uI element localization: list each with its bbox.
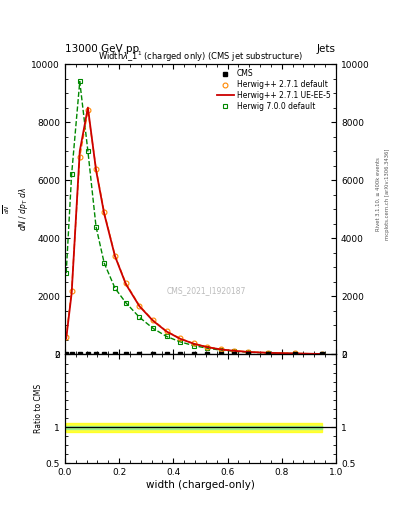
CMS [123,351,128,357]
Herwig++ 2.7.1 UE-EE-5 [69,290,74,296]
Title: Width$\lambda\_1^1$ (charged only) (CMS jet substructure): Width$\lambda\_1^1$ (charged only) (CMS … [98,50,303,64]
Herwig 7.0.0 default [232,348,237,354]
Herwig 7.0.0 default [191,343,196,349]
Herwig 7.0.0 default [151,325,155,331]
Herwig++ 2.7.1 UE-EE-5 [191,340,196,347]
Herwig++ 2.7.1 UE-EE-5 [123,281,128,287]
CMS [64,351,68,357]
Herwig++ 2.7.1 UE-EE-5 [102,210,107,217]
Herwig++ 2.7.1 default [151,317,155,323]
CMS [320,351,325,357]
Herwig 7.0.0 default [205,345,209,351]
Herwig++ 2.7.1 default [219,346,223,352]
Herwig++ 2.7.1 default [293,350,298,356]
Herwig 7.0.0 default [123,300,128,306]
CMS [151,351,155,357]
Herwig 7.0.0 default [164,333,169,339]
Herwig++ 2.7.1 UE-EE-5 [219,346,223,352]
Herwig++ 2.7.1 default [246,349,250,355]
Herwig 7.0.0 default [64,270,68,276]
Herwig++ 2.7.1 default [164,328,169,334]
CMS [137,351,142,357]
Herwig++ 2.7.1 UE-EE-5 [293,350,298,356]
Herwig++ 2.7.1 UE-EE-5 [246,349,250,355]
CMS [94,351,98,357]
Herwig++ 2.7.1 UE-EE-5 [205,344,209,350]
CMS [102,351,107,357]
Herwig++ 2.7.1 default [137,303,142,309]
CMS [293,351,298,357]
Herwig++ 2.7.1 default [232,348,237,354]
Herwig++ 2.7.1 default [266,350,270,356]
Herwig++ 2.7.1 default [191,340,196,347]
Y-axis label: $\frac{1}{\mathit{d}N}$
$\mathit{d}N$ / $\mathit{d}p_T$ $\mathit{d}\lambda$: $\frac{1}{\mathit{d}N}$ $\mathit{d}N$ / … [0,187,30,231]
Text: Jets: Jets [317,44,336,54]
CMS [266,351,270,357]
Herwig++ 2.7.1 UE-EE-5 [86,104,90,111]
Text: 13000 GeV pp: 13000 GeV pp [65,44,139,54]
Text: CMS_2021_I1920187: CMS_2021_I1920187 [166,286,246,295]
CMS [246,351,250,357]
Herwig 7.0.0 default [113,285,118,291]
Herwig 7.0.0 default [246,349,250,355]
Herwig 7.0.0 default [69,172,74,178]
Herwig++ 2.7.1 UE-EE-5 [320,351,325,357]
Line: Herwig 7.0.0 default: Herwig 7.0.0 default [64,79,325,356]
Y-axis label: Ratio to CMS: Ratio to CMS [34,385,43,434]
CMS [191,351,196,357]
Herwig++ 2.7.1 default [77,154,82,160]
Legend: CMS, Herwig++ 2.7.1 default, Herwig++ 2.7.1 UE-EE-5, Herwig 7.0.0 default: CMS, Herwig++ 2.7.1 default, Herwig++ 2.… [215,68,332,113]
CMS [219,351,223,357]
Line: CMS: CMS [64,352,325,356]
Herwig 7.0.0 default [77,78,82,84]
Herwig++ 2.7.1 default [94,165,98,172]
Text: Rivet 3.1.10, ≥ 400k events: Rivet 3.1.10, ≥ 400k events [376,158,380,231]
Herwig++ 2.7.1 UE-EE-5 [164,328,169,334]
Herwig++ 2.7.1 default [64,334,68,340]
Herwig++ 2.7.1 UE-EE-5 [266,350,270,356]
Herwig 7.0.0 default [94,224,98,230]
Herwig++ 2.7.1 default [113,252,118,259]
Herwig++ 2.7.1 default [320,351,325,357]
Herwig++ 2.7.1 default [102,209,107,215]
Herwig++ 2.7.1 default [178,335,182,342]
CMS [69,351,74,357]
Herwig 7.0.0 default [219,347,223,353]
X-axis label: width (charged-only): width (charged-only) [146,480,255,490]
Herwig++ 2.7.1 UE-EE-5 [64,335,68,342]
Herwig++ 2.7.1 default [86,108,90,114]
Herwig++ 2.7.1 UE-EE-5 [232,348,237,354]
CMS [86,351,90,357]
Herwig++ 2.7.1 UE-EE-5 [77,148,82,154]
CMS [205,351,209,357]
CMS [164,351,169,357]
Herwig++ 2.7.1 default [205,344,209,350]
Herwig 7.0.0 default [102,260,107,266]
CMS [113,351,118,357]
Line: Herwig++ 2.7.1 default: Herwig++ 2.7.1 default [64,108,325,356]
Herwig++ 2.7.1 UE-EE-5 [151,317,155,324]
Herwig++ 2.7.1 UE-EE-5 [137,303,142,309]
Herwig++ 2.7.1 UE-EE-5 [113,253,118,260]
CMS [77,351,82,357]
Herwig++ 2.7.1 default [69,287,74,293]
Herwig 7.0.0 default [293,350,298,356]
Line: Herwig++ 2.7.1 UE-EE-5: Herwig++ 2.7.1 UE-EE-5 [66,108,322,354]
Herwig++ 2.7.1 default [123,280,128,286]
Herwig 7.0.0 default [320,351,325,357]
CMS [178,351,182,357]
Herwig++ 2.7.1 UE-EE-5 [178,336,182,342]
Herwig 7.0.0 default [137,314,142,321]
Herwig 7.0.0 default [266,350,270,356]
Text: mcplots.cern.ch [arXiv:1306.3436]: mcplots.cern.ch [arXiv:1306.3436] [385,149,389,240]
Herwig 7.0.0 default [178,339,182,345]
Herwig 7.0.0 default [86,148,90,154]
Herwig++ 2.7.1 UE-EE-5 [94,167,98,173]
CMS [232,351,237,357]
